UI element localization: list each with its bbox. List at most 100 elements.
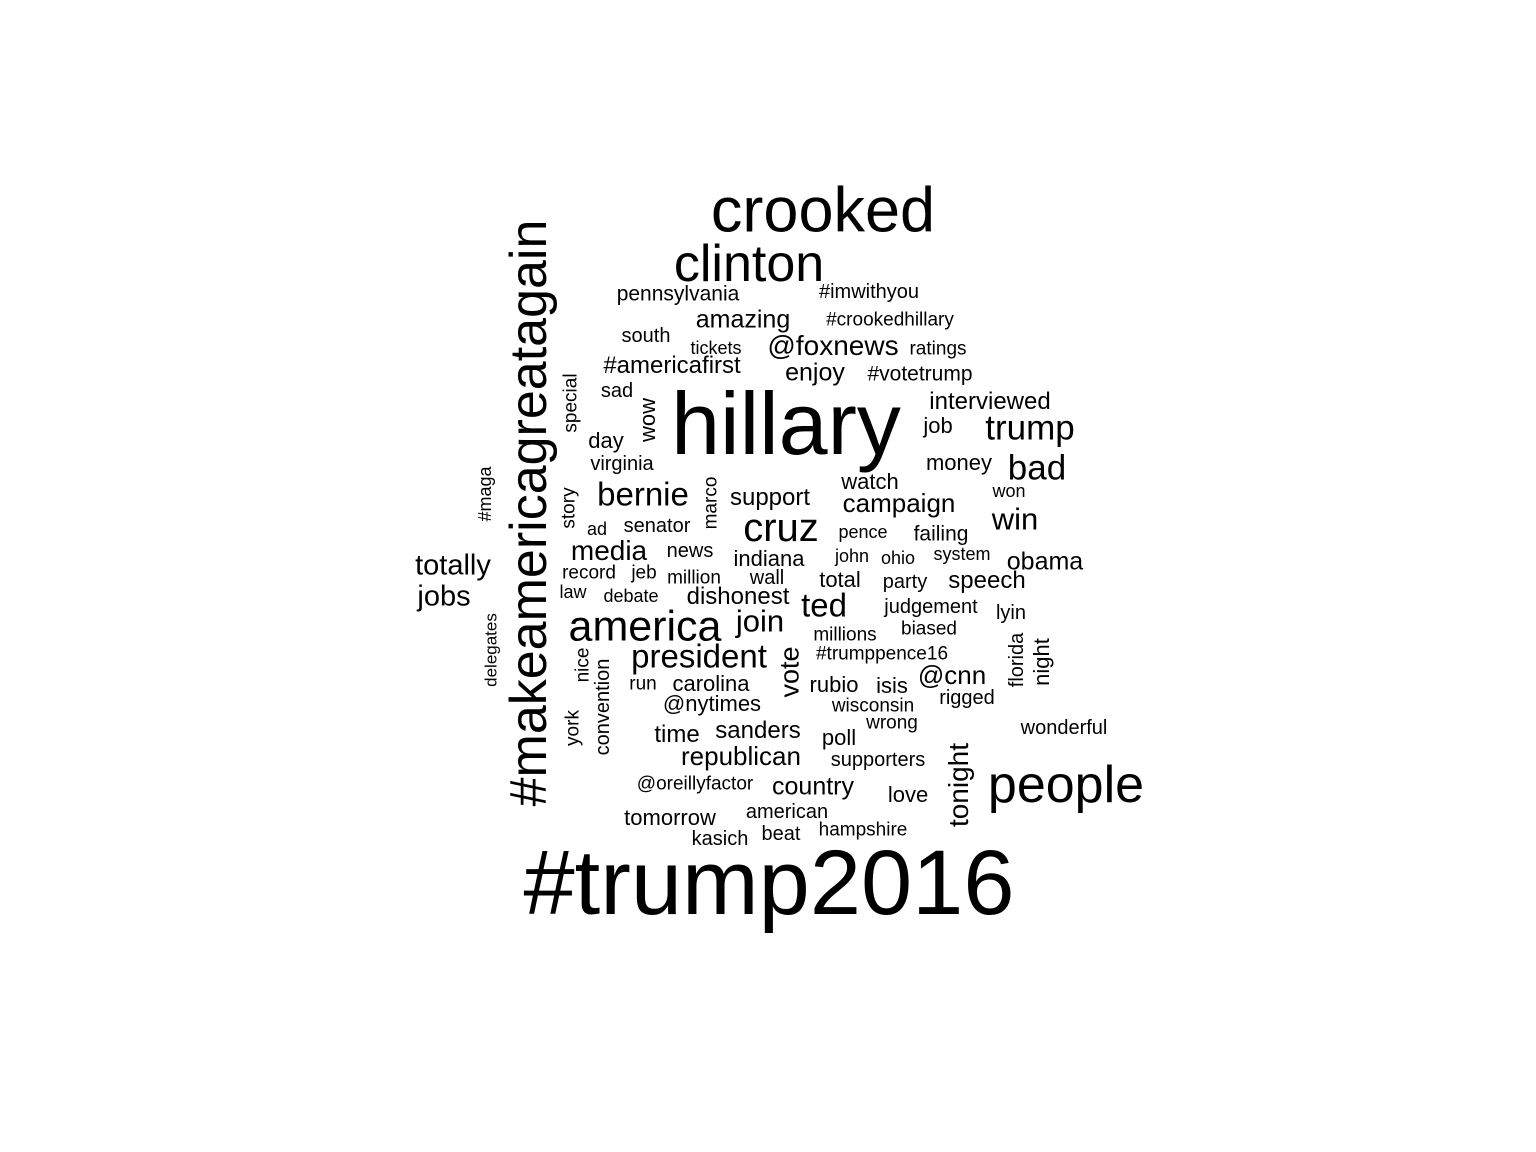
- word-rubio: rubio: [809, 672, 859, 697]
- word-tomorrow: tomorrow: [624, 805, 716, 830]
- word-florida: florida: [1006, 632, 1028, 688]
- word-obama: obama: [1006, 547, 1084, 576]
- word-isis: isis: [876, 673, 908, 698]
- word-imwithyou: #imwithyou: [818, 281, 920, 303]
- word-media: media: [570, 535, 648, 566]
- word-wonderful: wonderful: [1020, 717, 1108, 739]
- word-maga: #maga: [475, 466, 495, 522]
- word-supporters: supporters: [830, 749, 926, 771]
- word-interviewed: interviewed: [929, 388, 1051, 415]
- word-tickets: tickets: [690, 338, 742, 358]
- word-votetrump: #votetrump: [867, 362, 973, 386]
- word-time: time: [654, 721, 700, 748]
- word-vote: vote: [774, 646, 805, 698]
- word-failing: failing: [913, 522, 969, 546]
- word-support: support: [729, 484, 811, 511]
- word-convention: convention: [592, 658, 614, 756]
- word-trump2016: #trump2016: [523, 832, 1015, 934]
- word-hillary: hillary: [671, 374, 901, 473]
- word-makeamericagreatagain: #makeamericagreatagain: [500, 219, 558, 807]
- word-jeb: jeb: [631, 562, 657, 584]
- word-crooked: crooked: [710, 175, 936, 246]
- word-story: story: [558, 487, 580, 529]
- word-cnn: @cnn: [917, 660, 987, 690]
- word-senator: senator: [623, 515, 691, 537]
- word-money: money: [925, 450, 993, 475]
- word-oreillyfactor: @oreillyfactor: [636, 773, 754, 795]
- word-million: million: [667, 567, 721, 589]
- word-dishonest: dishonest: [686, 583, 790, 610]
- word-people: people: [987, 756, 1145, 814]
- word-ted: ted: [801, 586, 847, 624]
- word-debate: debate: [603, 586, 659, 606]
- word-wisconsin: wisconsin: [831, 695, 915, 717]
- word-republican: republican: [681, 741, 801, 771]
- word-total: total: [819, 567, 861, 592]
- word-ratings: ratings: [909, 338, 967, 360]
- word-enjoy: enjoy: [785, 358, 845, 387]
- word-wrong: wrong: [866, 712, 918, 734]
- word-judgement: judgement: [884, 596, 978, 618]
- word-bernie: bernie: [597, 475, 689, 513]
- word-foxnews: @foxnews: [767, 330, 899, 361]
- word-ohio: ohio: [880, 548, 916, 568]
- word-american: american: [745, 801, 829, 823]
- word-hampshire: hampshire: [818, 819, 908, 841]
- word-cruz: cruz: [743, 506, 819, 550]
- word-night: night: [1029, 638, 1054, 686]
- word-clinton: clinton: [673, 235, 825, 293]
- word-poll: poll: [821, 725, 857, 750]
- word-president: president: [631, 637, 767, 675]
- word-day: day: [588, 428, 624, 453]
- word-john: john: [834, 546, 870, 566]
- word-virginia: virginia: [590, 453, 654, 475]
- word-crookedhillary: #crookedhillary: [826, 309, 954, 331]
- word-kasich: kasich: [691, 828, 749, 850]
- word-tonight: tonight: [943, 742, 974, 828]
- word-rigged: rigged: [939, 687, 995, 709]
- word-york: york: [562, 710, 584, 746]
- word-job: job: [923, 413, 953, 438]
- word-win: win: [991, 501, 1039, 537]
- word-won: won: [992, 481, 1026, 501]
- word-wall: wall: [749, 567, 785, 589]
- word-wow: wow: [635, 397, 660, 443]
- word-watch: watch: [841, 469, 899, 494]
- word-love: love: [887, 782, 929, 807]
- word-carolina: carolina: [672, 671, 750, 696]
- word-sanders: sanders: [715, 717, 801, 744]
- word-speech: speech: [948, 567, 1026, 594]
- word-indiana: indiana: [733, 546, 805, 571]
- word-totally: totally: [415, 549, 491, 582]
- word-beat: beat: [761, 823, 801, 845]
- word-trump: trump: [985, 408, 1075, 448]
- word-america: america: [568, 602, 722, 651]
- word-campaign: campaign: [842, 488, 956, 518]
- word-biased: biased: [901, 618, 957, 640]
- word-delegates: delegates: [481, 613, 501, 687]
- word-law: law: [559, 582, 587, 602]
- word-amazing: amazing: [695, 305, 791, 334]
- word-party: party: [882, 571, 928, 593]
- word-marco: marco: [700, 476, 722, 530]
- word-ad: ad: [586, 519, 608, 539]
- word-millions: millions: [813, 624, 877, 646]
- word-pence: pence: [838, 522, 888, 542]
- word-country: country: [772, 772, 854, 801]
- word-nytimes: @nytimes: [662, 691, 762, 716]
- word-news: news: [666, 540, 714, 562]
- word-bad: bad: [1007, 448, 1067, 488]
- word-sad: sad: [600, 380, 634, 402]
- word-system: system: [933, 544, 991, 564]
- word-record: record: [562, 562, 616, 584]
- word-pennsylvania: pennsylvania: [616, 282, 740, 306]
- word-jobs: jobs: [417, 580, 471, 613]
- word-lyin: lyin: [995, 602, 1027, 624]
- word-south: south: [621, 325, 671, 347]
- word-nice: nice: [572, 647, 594, 683]
- word-join: join: [735, 603, 785, 639]
- word-special: special: [560, 373, 582, 433]
- word-americafirst: #americafirst: [603, 352, 741, 379]
- word-run: run: [629, 673, 657, 695]
